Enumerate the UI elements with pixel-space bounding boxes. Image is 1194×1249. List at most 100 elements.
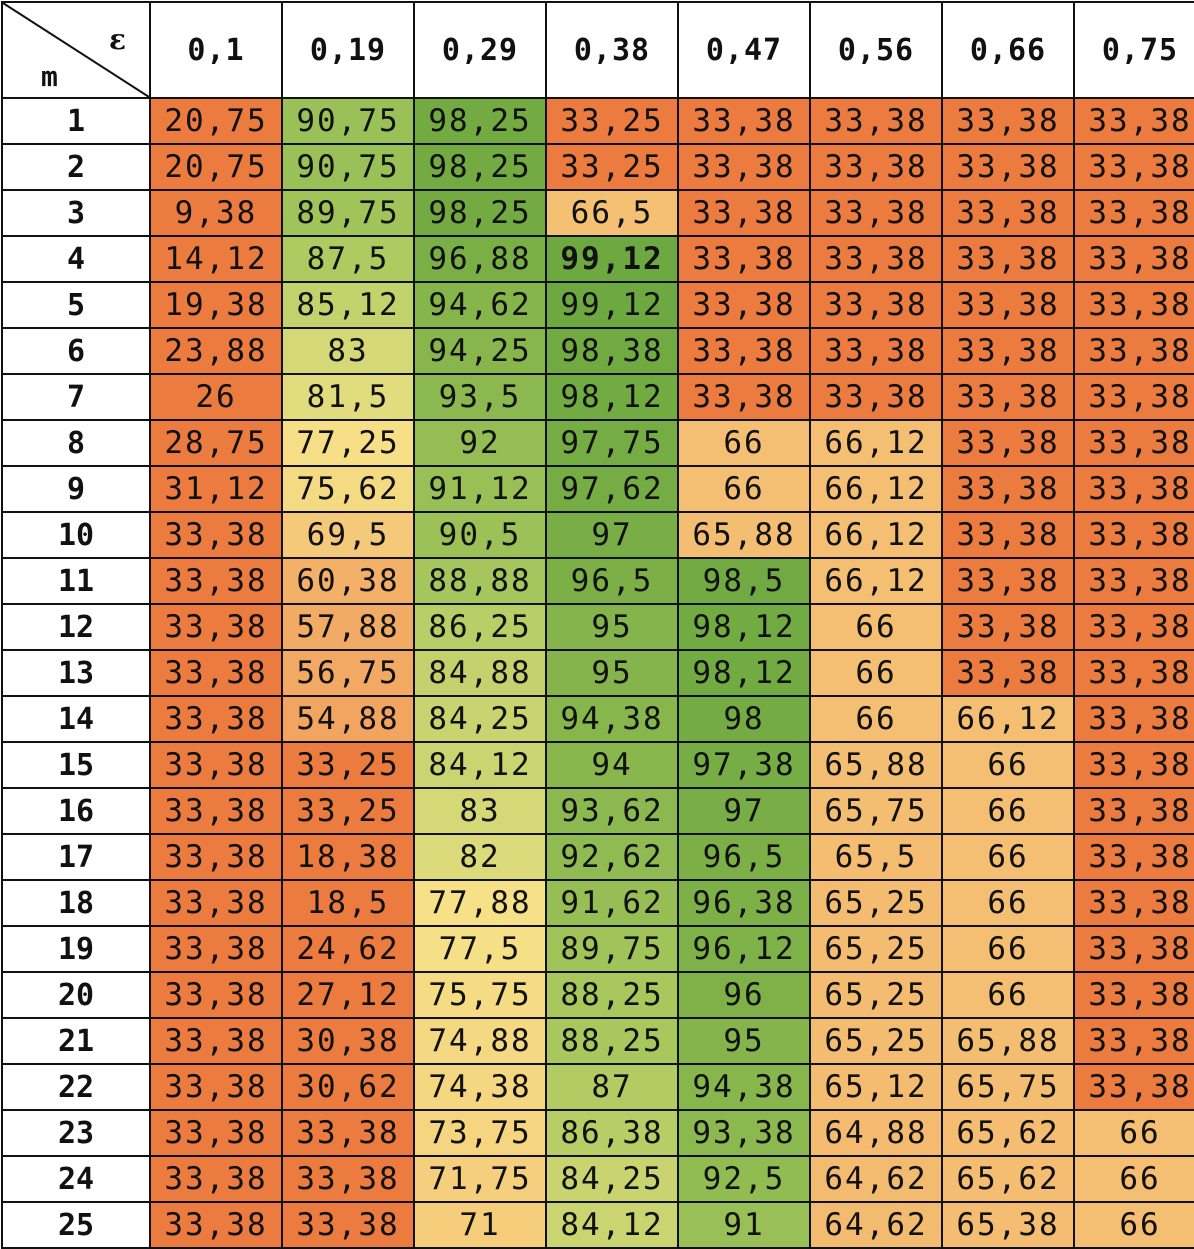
heatmap-cell: 69,5 [281,511,415,559]
corner-header: ε m [4,4,148,96]
heatmap-cell: 33,38 [941,143,1075,191]
row-header-m: 13 [1,649,151,697]
heatmap-cell: 33,38 [149,511,283,559]
table-row: 13 33,38 56,75 84,88 95 98,12 66 33,38 33,38 [1,649,1194,697]
heatmap-cell: 33,38 [281,1155,415,1203]
heatmap-cell: 33,38 [941,189,1075,237]
heatmap-cell: 57,88 [281,603,415,651]
table-row: 6 23,88 83 94,25 98,38 33,38 33,38 33,38 33,38 [1,327,1194,375]
column-header-epsilon: 0,38 [545,1,679,99]
heatmap-cell: 66,12 [809,465,943,513]
row-header-m: 14 [1,695,151,743]
heatmap-cell: 65,25 [809,925,943,973]
row-header-m: 9 [1,465,151,513]
heatmap-cell: 33,38 [809,281,943,329]
table-row: 4 14,12 87,5 96,88 99,12 33,38 33,38 33,38 33,38 [1,235,1194,283]
heatmap-cell: 26 [149,373,283,421]
heatmap-cell: 65,88 [809,741,943,789]
heatmap-cell: 81,5 [281,373,415,421]
heatmap-cell: 65,88 [941,1017,1075,1065]
heatmap-cell: 85,12 [281,281,415,329]
table-row: 15 33,38 33,25 84,12 94 97,38 65,88 66 33,38 [1,741,1194,789]
heatmap-cell: 96,12 [677,925,811,973]
column-header-row: ε m 0,1 0,19 0,29 0,38 0,47 0,56 0,66 0,75 [1,1,1194,99]
table-row: 16 33,38 33,25 83 93,62 97 65,75 66 33,38 [1,787,1194,835]
heatmap-cell: 33,38 [1073,557,1194,605]
heatmap-cell: 64,62 [809,1201,943,1249]
heatmap-cell: 33,38 [677,281,811,329]
heatmap-cell: 66 [941,833,1075,881]
heatmap-cell: 75,75 [413,971,547,1019]
heatmap-cell: 66 [809,603,943,651]
heatmap-cell: 20,75 [149,143,283,191]
heatmap-cell: 87 [545,1063,679,1111]
table-row: 7 26 81,5 93,5 98,12 33,38 33,38 33,38 33,38 [1,373,1194,421]
heatmap-cell: 90,75 [281,143,415,191]
heatmap-cell: 65,12 [809,1063,943,1111]
heatmap-cell: 33,38 [941,649,1075,697]
heatmap-cell: 33,38 [149,1017,283,1065]
heatmap-cell: 95 [545,603,679,651]
heatmap-cell: 74,38 [413,1063,547,1111]
heatmap-cell: 93,62 [545,787,679,835]
heatmap-cell: 98,25 [413,189,547,237]
heatmap-cell: 66,12 [941,695,1075,743]
heatmap-cell: 24,62 [281,925,415,973]
heatmap-cell: 90,5 [413,511,547,559]
heatmap-cell: 33,38 [149,971,283,1019]
heatmap-cell: 33,38 [941,419,1075,467]
heatmap-cell: 66,12 [809,419,943,467]
row-header-m: 20 [1,971,151,1019]
table-row: 8 28,75 77,25 92 97,75 66 66,12 33,38 33,38 [1,419,1194,467]
corner-header-cell: ε m [1,1,151,99]
heatmap-cell: 33,38 [1073,465,1194,513]
heatmap-cell: 33,38 [809,235,943,283]
heatmap-cell: 18,38 [281,833,415,881]
heatmap-cell: 91,62 [545,879,679,927]
heatmap-cell: 33,38 [149,649,283,697]
heatmap-cell: 66,5 [545,189,679,237]
heatmap-cell: 33,25 [545,97,679,145]
heatmap-cell: 33,38 [1073,189,1194,237]
heatmap-cell: 94,38 [677,1063,811,1111]
heatmap-cell: 65,25 [809,971,943,1019]
heatmap-cell: 84,88 [413,649,547,697]
heatmap-cell: 94,38 [545,695,679,743]
table-row: 17 33,38 18,38 82 92,62 96,5 65,5 66 33,38 [1,833,1194,881]
heatmap-cell: 23,88 [149,327,283,375]
heatmap-cell: 95 [677,1017,811,1065]
table-row: 14 33,38 54,88 84,25 94,38 98 66 66,12 33,38 [1,695,1194,743]
heatmap-cell: 91,12 [413,465,547,513]
heatmap-cell: 33,38 [941,557,1075,605]
column-header-epsilon: 0,56 [809,1,943,99]
heatmap-cell: 66 [1073,1155,1194,1203]
heatmap-cell: 66 [941,741,1075,789]
column-header-epsilon: 0,1 [149,1,283,99]
heatmap-cell: 33,38 [809,97,943,145]
heatmap-cell: 33,25 [281,741,415,789]
heatmap-cell: 66 [809,649,943,697]
heatmap-cell: 66 [941,971,1075,1019]
heatmap-cell: 28,75 [149,419,283,467]
table-row: 19 33,38 24,62 77,5 89,75 96,12 65,25 66 33,38 [1,925,1194,973]
column-header-epsilon: 0,47 [677,1,811,99]
row-header-m: 7 [1,373,151,421]
heatmap-cell: 98,38 [545,327,679,375]
heatmap-cell: 14,12 [149,235,283,283]
heatmap-cell: 66 [941,787,1075,835]
table-row: 24 33,38 33,38 71,75 84,25 92,5 64,62 65,62 66 [1,1155,1194,1203]
heatmap-cell: 65,88 [677,511,811,559]
heatmap-cell: 98,12 [677,649,811,697]
row-header-m: 25 [1,1201,151,1249]
heatmap-cell: 96,88 [413,235,547,283]
table-row: 20 33,38 27,12 75,75 88,25 96 65,25 66 33,38 [1,971,1194,1019]
heatmap-cell: 27,12 [281,971,415,1019]
heatmap-cell: 65,62 [941,1109,1075,1157]
heatmap-cell: 33,38 [149,925,283,973]
heatmap-cell: 88,25 [545,971,679,1019]
table-row: 25 33,38 33,38 71 84,12 91 64,62 65,38 66 [1,1201,1194,1249]
heatmap-cell: 73,75 [413,1109,547,1157]
heatmap-cell: 33,38 [1073,603,1194,651]
heatmap-cell: 33,25 [545,143,679,191]
table-body: 1 20,75 90,75 98,25 33,25 33,38 33,38 33,38 33,3… [1,97,1194,1249]
